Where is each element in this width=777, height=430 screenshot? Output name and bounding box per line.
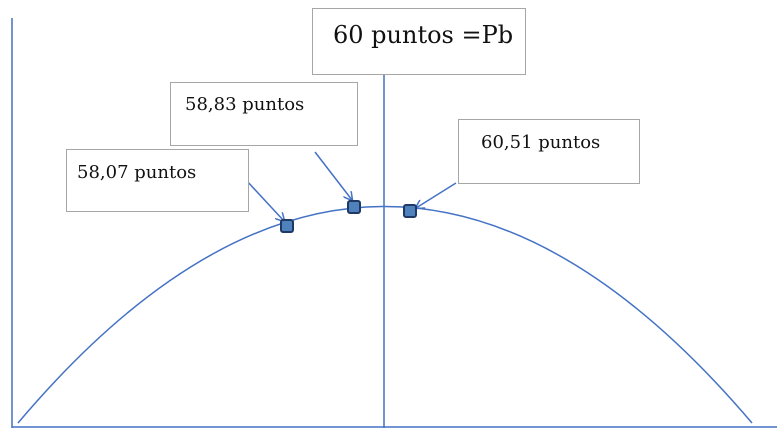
label-box-60-51: 60,51 puntos	[458, 119, 640, 184]
label-58-83-text: 58,83 puntos	[185, 94, 305, 115]
arrow-58-07	[245, 179, 284, 221]
arrow-60-51	[416, 182, 457, 208]
label-60-51-text: 60,51 puntos	[481, 132, 601, 153]
label-box-58-07: 58,07 puntos	[66, 149, 249, 212]
point-marker-58-83	[347, 200, 361, 214]
point-marker-58-07	[280, 219, 294, 233]
parabola-curve	[17, 205, 753, 424]
point-marker-60-51	[403, 204, 417, 218]
label-pb-text: 60 puntos =Pb	[333, 21, 514, 49]
label-box-58-83: 58,83 puntos	[170, 82, 358, 146]
label-box-pb: 60 puntos =Pb	[312, 8, 526, 75]
arrow-58-83	[314, 151, 352, 200]
label-58-07-text: 58,07 puntos	[77, 162, 197, 183]
